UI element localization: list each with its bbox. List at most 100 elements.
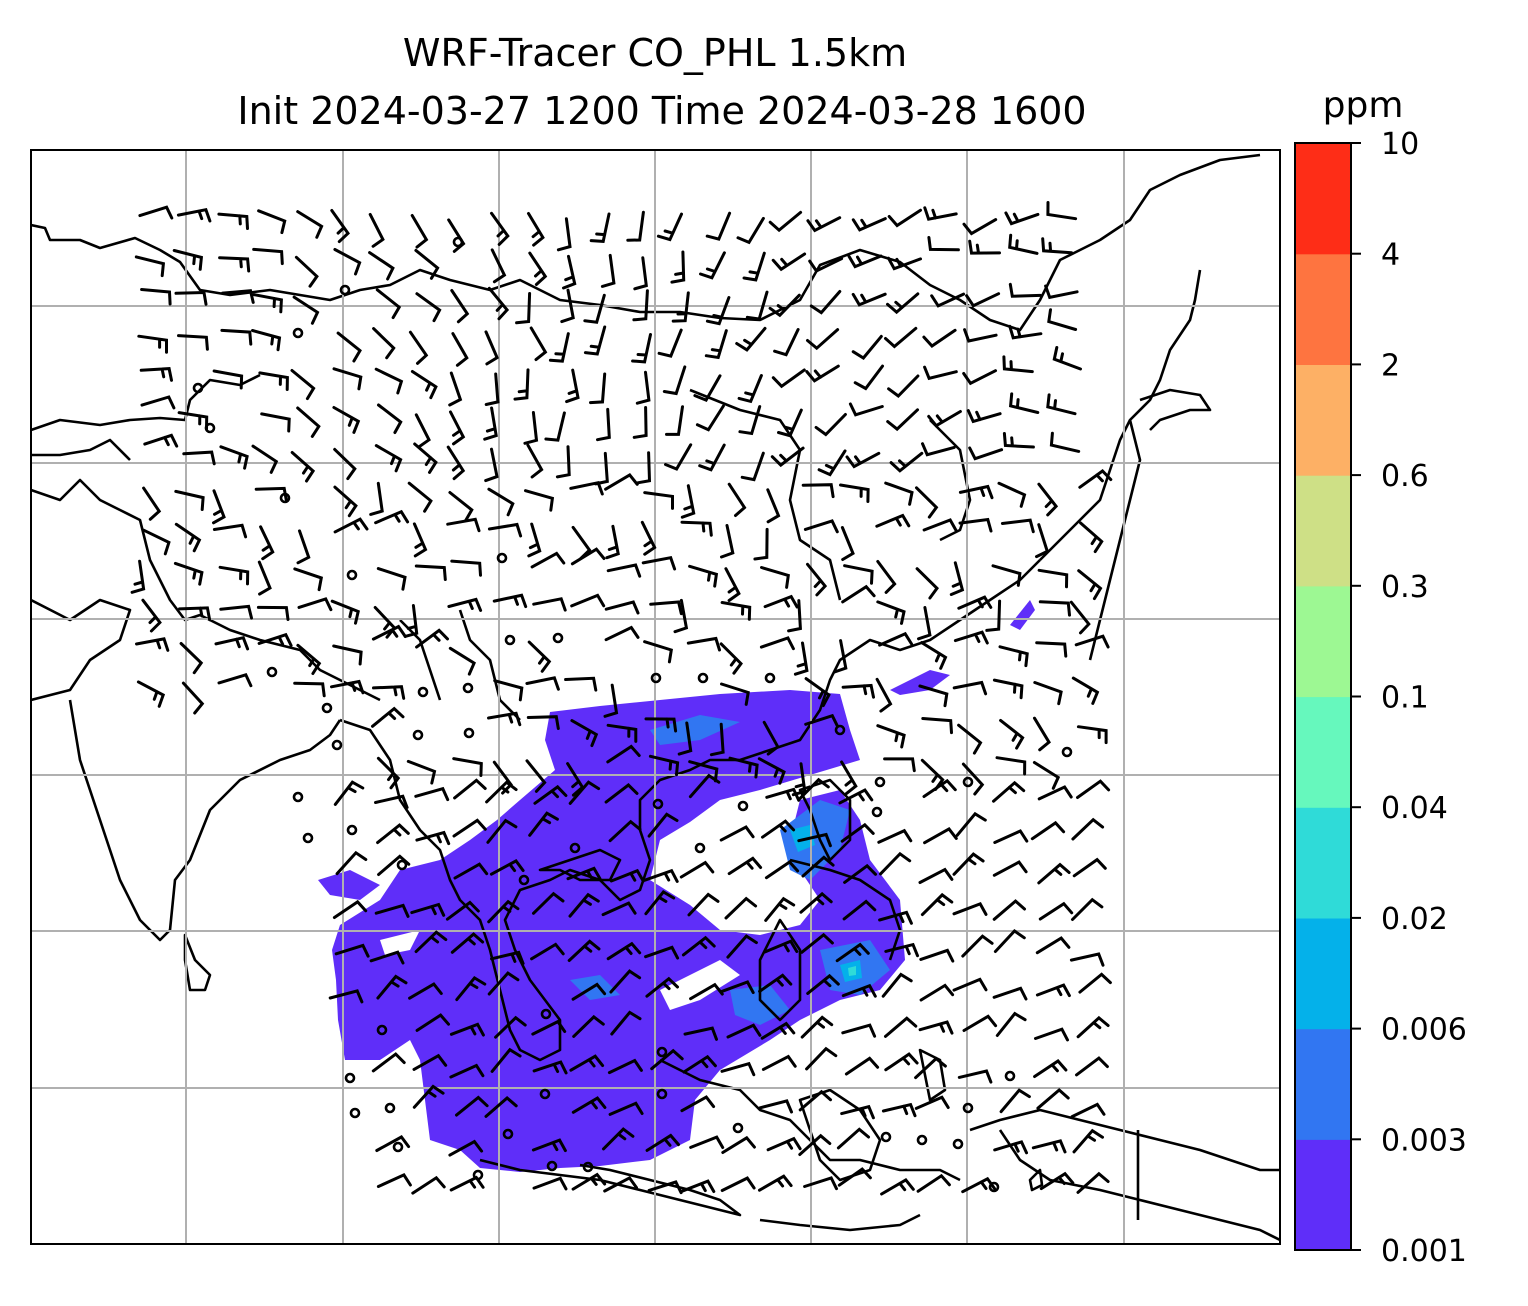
wind-barb	[259, 525, 275, 561]
wind-barb	[647, 812, 679, 838]
wind-barb	[787, 599, 802, 633]
wind-barb	[799, 891, 833, 914]
wind-barb	[130, 559, 146, 594]
wind-barb	[1008, 233, 1039, 255]
wind-barb	[840, 822, 875, 843]
wind-barb	[804, 677, 831, 708]
wind-barb	[955, 811, 987, 837]
wind-barb	[452, 757, 483, 777]
wind-barb	[560, 288, 575, 324]
wind-barb	[410, 902, 446, 917]
wind-barb	[923, 206, 958, 221]
calm-wind-circle	[384, 1102, 396, 1114]
wind-barb	[631, 333, 652, 364]
colorbar-tick-label: 0.6	[1381, 459, 1429, 494]
wind-barb	[415, 1013, 450, 1032]
wind-barb	[135, 637, 170, 652]
wind-barb	[836, 1127, 870, 1150]
wind-barb	[375, 1135, 411, 1152]
wind-barb	[763, 594, 799, 609]
wind-barb	[726, 934, 758, 959]
wind-barb	[492, 593, 528, 609]
calm-wind-circle	[962, 776, 974, 788]
wind-barb	[916, 1173, 951, 1193]
wind-barb	[847, 254, 883, 269]
wind-barb	[771, 368, 806, 389]
wind-barb	[570, 719, 599, 748]
wind-barb	[699, 251, 726, 280]
wind-barb	[720, 682, 750, 706]
wind-barb	[806, 973, 840, 995]
wind-barb	[448, 371, 463, 407]
wind-barb	[689, 982, 724, 1001]
colorbar-swatch	[1295, 696, 1351, 808]
wind-barb	[1046, 201, 1078, 221]
wind-barb	[803, 1176, 838, 1191]
wind-barb	[797, 777, 830, 802]
wind-barb	[544, 411, 566, 442]
wind-barb	[569, 1054, 605, 1072]
wind-barb	[176, 207, 212, 223]
wind-barb	[1008, 324, 1043, 340]
wind-barb	[688, 773, 721, 799]
wind-barb	[487, 487, 515, 517]
wind-barb	[724, 567, 741, 602]
wind-barb	[1037, 568, 1069, 589]
wind-barb	[1033, 716, 1051, 752]
calm-wind-circle	[539, 1088, 551, 1100]
wind-barb	[257, 560, 272, 596]
wind-barb	[800, 932, 834, 954]
wind-barb	[569, 480, 604, 496]
wind-barb	[915, 486, 939, 519]
wind-barb	[876, 560, 897, 594]
wind-barb	[887, 256, 922, 271]
wind-barb	[745, 290, 769, 321]
wind-barb	[376, 756, 401, 790]
wind-barb	[527, 640, 552, 673]
wind-barb	[922, 778, 957, 798]
wind-barb	[447, 597, 483, 612]
colorbar-swatches	[1295, 143, 1351, 1251]
wind-barb	[632, 406, 648, 439]
wind-barb	[1078, 972, 1112, 994]
wind-barb	[680, 484, 696, 519]
wind-barb	[727, 856, 763, 876]
wind-barb	[138, 205, 174, 220]
wind-barb	[927, 236, 960, 252]
calm-wind-circle	[732, 1122, 744, 1134]
wind-barb	[330, 679, 365, 695]
wind-barb	[952, 902, 988, 916]
colorbar-swatch	[1295, 1139, 1351, 1251]
calm-wind-circle	[339, 284, 351, 296]
wind-barb	[449, 1175, 485, 1192]
wind-barb	[998, 645, 1029, 668]
wind-barb	[760, 566, 790, 589]
wind-barb	[489, 858, 525, 876]
wind-barb	[568, 780, 601, 805]
wind-barb	[761, 819, 796, 839]
gridlines	[31, 150, 1280, 1244]
wind-barb	[414, 930, 448, 954]
wind-barb	[648, 754, 680, 777]
wind-barb	[371, 706, 405, 728]
wind-barb	[693, 374, 722, 402]
wind-barb	[1047, 308, 1078, 331]
wind-barb	[806, 562, 828, 597]
wind-barb	[455, 975, 487, 1002]
wind-barb	[605, 524, 620, 560]
wind-barb	[332, 367, 363, 391]
wind-barb	[332, 406, 361, 434]
wind-barb	[369, 481, 384, 516]
wind-barb	[626, 210, 645, 242]
wind-barb	[1036, 1088, 1070, 1110]
wind-barb	[961, 1176, 996, 1194]
wind-barb	[256, 605, 290, 621]
wind-barb	[571, 982, 607, 1001]
wind-barb	[1034, 1027, 1069, 1042]
wind-barb	[490, 248, 507, 284]
wind-barb	[449, 410, 466, 446]
wind-barb	[777, 408, 803, 438]
wind-barb	[254, 486, 288, 502]
calm-wind-circle	[694, 842, 706, 854]
wind-barb	[484, 1096, 518, 1118]
